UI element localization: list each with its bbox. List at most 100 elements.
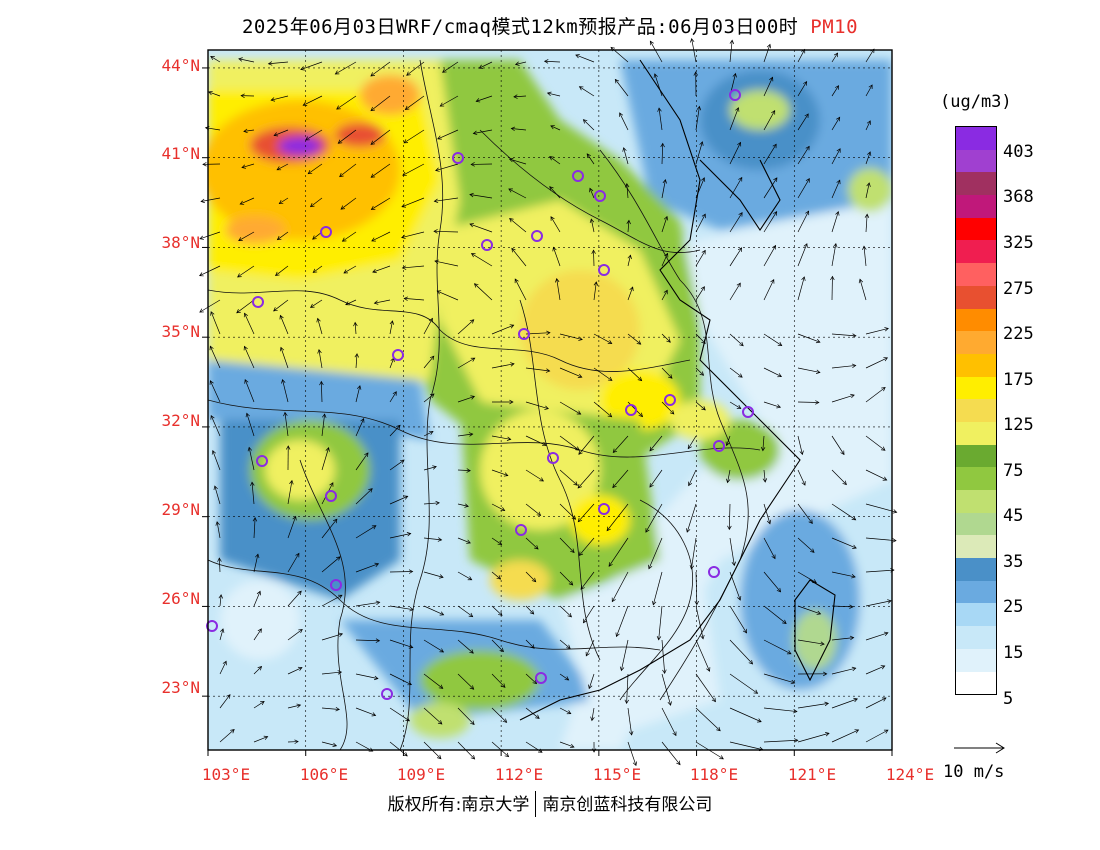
wind-arrow-icon xyxy=(317,349,323,369)
wind-arrow-icon xyxy=(238,231,255,242)
wind-arrow-icon xyxy=(588,673,595,690)
wind-arrow-icon xyxy=(627,741,637,767)
wind-arrow-icon xyxy=(656,605,663,641)
legend-swatch xyxy=(956,535,996,559)
wind-arrow-icon xyxy=(797,605,822,615)
wind-arrow-icon xyxy=(797,145,810,165)
wind-arrow-icon xyxy=(555,278,561,301)
wind-arrow-icon xyxy=(649,40,663,63)
wind-arrow-icon xyxy=(559,367,583,378)
copyright-footer: 版权所有:南京大学 南京创蓝科技有限公司 xyxy=(0,790,1100,817)
wind-arrow-icon xyxy=(243,128,255,134)
legend-swatch xyxy=(956,149,996,173)
wind-arrow-icon xyxy=(580,571,595,590)
station-marker-icon xyxy=(481,239,493,251)
wind-arrow-icon xyxy=(389,320,395,335)
wind-arrow-icon xyxy=(550,125,561,131)
wind-arrow-icon xyxy=(218,594,224,607)
wind-arrow-icon xyxy=(797,178,810,199)
wind-arrow-icon xyxy=(865,469,888,481)
station-marker-icon xyxy=(320,226,332,238)
wind-arrow-icon xyxy=(210,311,221,335)
wind-arrow-icon xyxy=(457,357,476,369)
wind-arrow-icon xyxy=(243,345,255,369)
wind-arrow-icon xyxy=(695,401,706,411)
wind-arrow-icon xyxy=(661,707,677,737)
wind-arrow-icon xyxy=(321,518,338,539)
wind-arrow-icon xyxy=(831,503,857,521)
station-marker-icon xyxy=(206,620,218,632)
footer-divider xyxy=(535,791,537,817)
wind-arrow-icon xyxy=(491,571,502,580)
legend-swatch xyxy=(956,376,996,400)
station-marker-icon xyxy=(392,349,404,361)
lat-label-29: 29°N xyxy=(161,500,200,519)
wind-arrow-icon xyxy=(831,210,840,233)
wind-arrow-icon xyxy=(491,362,515,369)
wind-arrow-icon xyxy=(648,537,663,570)
wind-arrow-icon xyxy=(402,163,425,176)
legend-swatch xyxy=(956,240,996,264)
wind-reference-arrow-icon xyxy=(954,742,1005,754)
wind-arrow-icon xyxy=(457,503,469,508)
wind-arrow-icon xyxy=(831,363,857,369)
wind-arrow-icon xyxy=(689,537,697,570)
legend-swatch xyxy=(956,580,996,604)
station-marker-icon xyxy=(256,455,268,467)
wind-arrow-icon xyxy=(760,435,766,452)
wind-arrow-icon xyxy=(831,635,855,641)
wind-arrow-icon xyxy=(614,78,629,97)
wind-arrow-icon xyxy=(321,556,341,573)
wind-arrow-icon xyxy=(319,380,324,403)
wind-arrow-icon xyxy=(858,278,867,301)
legend-tick-225: 225 xyxy=(1003,324,1034,344)
wind-arrow-icon xyxy=(211,449,221,471)
wind-arrow-icon xyxy=(585,639,595,657)
wind-arrow-icon xyxy=(695,639,711,672)
wind-arrow-icon xyxy=(831,116,841,131)
wind-arrow-icon xyxy=(309,197,323,208)
wind-arrow-icon xyxy=(763,43,772,63)
wind-arrow-icon xyxy=(439,95,459,107)
station-marker-icon xyxy=(252,296,264,308)
wind-arrow-icon xyxy=(606,503,629,532)
wind-arrow-icon xyxy=(831,85,839,97)
wind-arrow-icon xyxy=(275,265,289,276)
wind-arrow-icon xyxy=(586,153,595,165)
wind-arrow-icon xyxy=(491,503,506,512)
wind-arrow-icon xyxy=(695,177,706,199)
wind-arrow-icon xyxy=(210,56,221,63)
wind-arrow-icon xyxy=(763,707,798,714)
station-marker-icon xyxy=(708,566,720,578)
wind-arrow-icon xyxy=(559,741,575,749)
legend-swatch xyxy=(956,172,996,196)
legend-tick-35: 35 xyxy=(1003,552,1024,572)
lon-label-115: 115°E xyxy=(592,765,642,784)
wind-arrow-icon xyxy=(345,299,357,306)
wind-arrow-icon xyxy=(508,188,527,199)
wind-arrow-icon xyxy=(725,435,731,447)
wind-arrow-icon xyxy=(559,605,572,618)
station-marker-icon xyxy=(381,688,393,700)
wind-arrow-icon xyxy=(627,367,643,382)
wind-arrow-icon xyxy=(433,229,459,234)
wind-arrow-icon xyxy=(491,399,514,405)
legend-swatch xyxy=(956,308,996,332)
wind-arrow-icon xyxy=(578,537,595,557)
wind-arrow-icon xyxy=(336,95,357,110)
wind-arrow-icon xyxy=(729,212,743,233)
wind-arrow-icon xyxy=(797,367,821,374)
wind-arrow-icon xyxy=(457,639,474,654)
wind-arrow-icon xyxy=(199,231,221,240)
wind-arrow-icon xyxy=(525,367,551,373)
wind-arrow-icon xyxy=(252,517,258,539)
wind-arrow-icon xyxy=(372,265,391,274)
wind-arrow-icon xyxy=(403,296,425,301)
wind-arrow-icon xyxy=(475,95,493,103)
wind-arrow-icon xyxy=(243,312,255,335)
station-marker-icon xyxy=(535,672,547,684)
wind-arrow-icon xyxy=(213,485,221,505)
wind-arrow-icon xyxy=(660,142,665,165)
wind-arrow-icon xyxy=(687,435,697,450)
